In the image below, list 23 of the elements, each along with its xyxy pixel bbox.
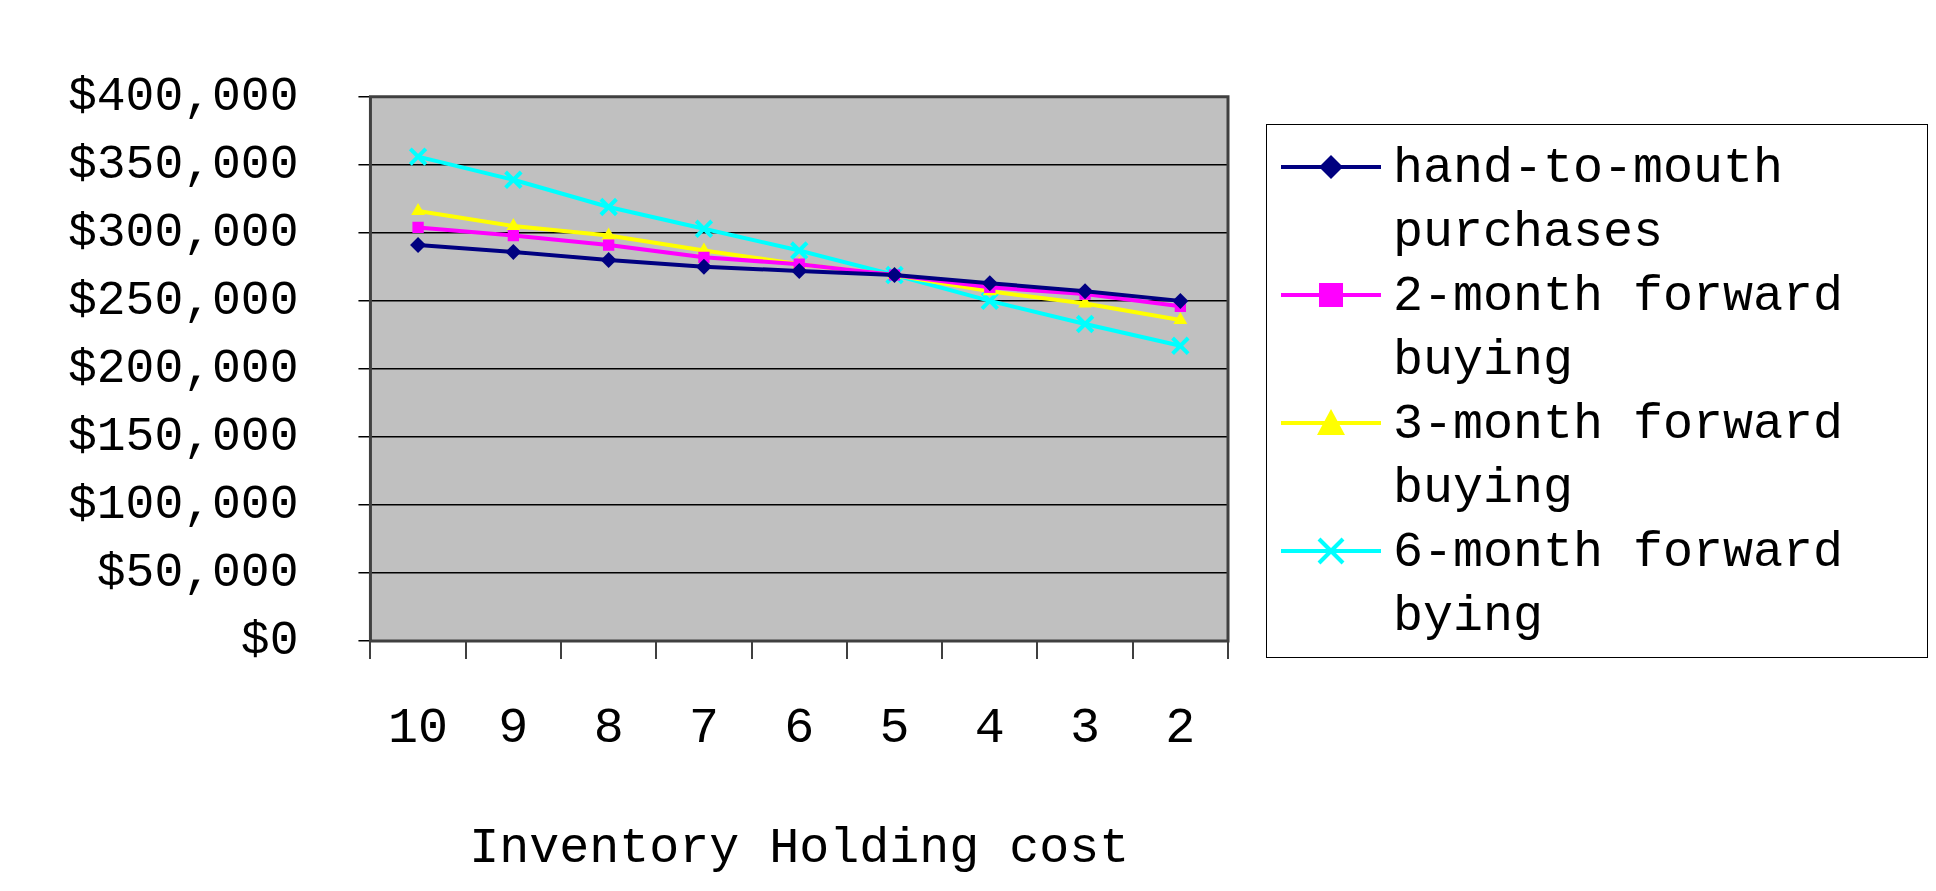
x-tick-label: 10 bbox=[388, 700, 449, 758]
x-axis-title: Inventory Holding cost bbox=[469, 820, 1130, 878]
y-tick-label: $300,000 bbox=[68, 205, 299, 260]
x-tick-label: 4 bbox=[974, 700, 1005, 758]
y-tick-label: $100,000 bbox=[68, 477, 299, 532]
y-tick-label: $350,000 bbox=[68, 137, 299, 192]
x-tick-label: 9 bbox=[498, 700, 529, 758]
y-tick-label: $150,000 bbox=[68, 409, 299, 464]
x-tick-label: 3 bbox=[1070, 700, 1101, 758]
y-tick-label: $400,000 bbox=[68, 69, 299, 124]
y-tick-label: $200,000 bbox=[68, 341, 299, 396]
x-tick-label: 7 bbox=[688, 700, 719, 758]
legend-label: 3-month forward buying bbox=[1393, 394, 1845, 519]
legend-label: 6-month forward bying bbox=[1393, 522, 1845, 647]
x-tick-label: 6 bbox=[784, 700, 815, 758]
y-tick-label: $250,000 bbox=[68, 273, 299, 328]
y-tick-label: $50,000 bbox=[96, 545, 299, 600]
legend-label: hand-to-mouth purchases bbox=[1393, 138, 1785, 263]
x-tick-label: 8 bbox=[593, 700, 624, 758]
y-tick-label: $0 bbox=[240, 613, 299, 668]
x-tick-label: 2 bbox=[1165, 700, 1196, 758]
legend-label: 2-month forward buying bbox=[1393, 266, 1845, 391]
x-tick-label: 5 bbox=[879, 700, 910, 758]
